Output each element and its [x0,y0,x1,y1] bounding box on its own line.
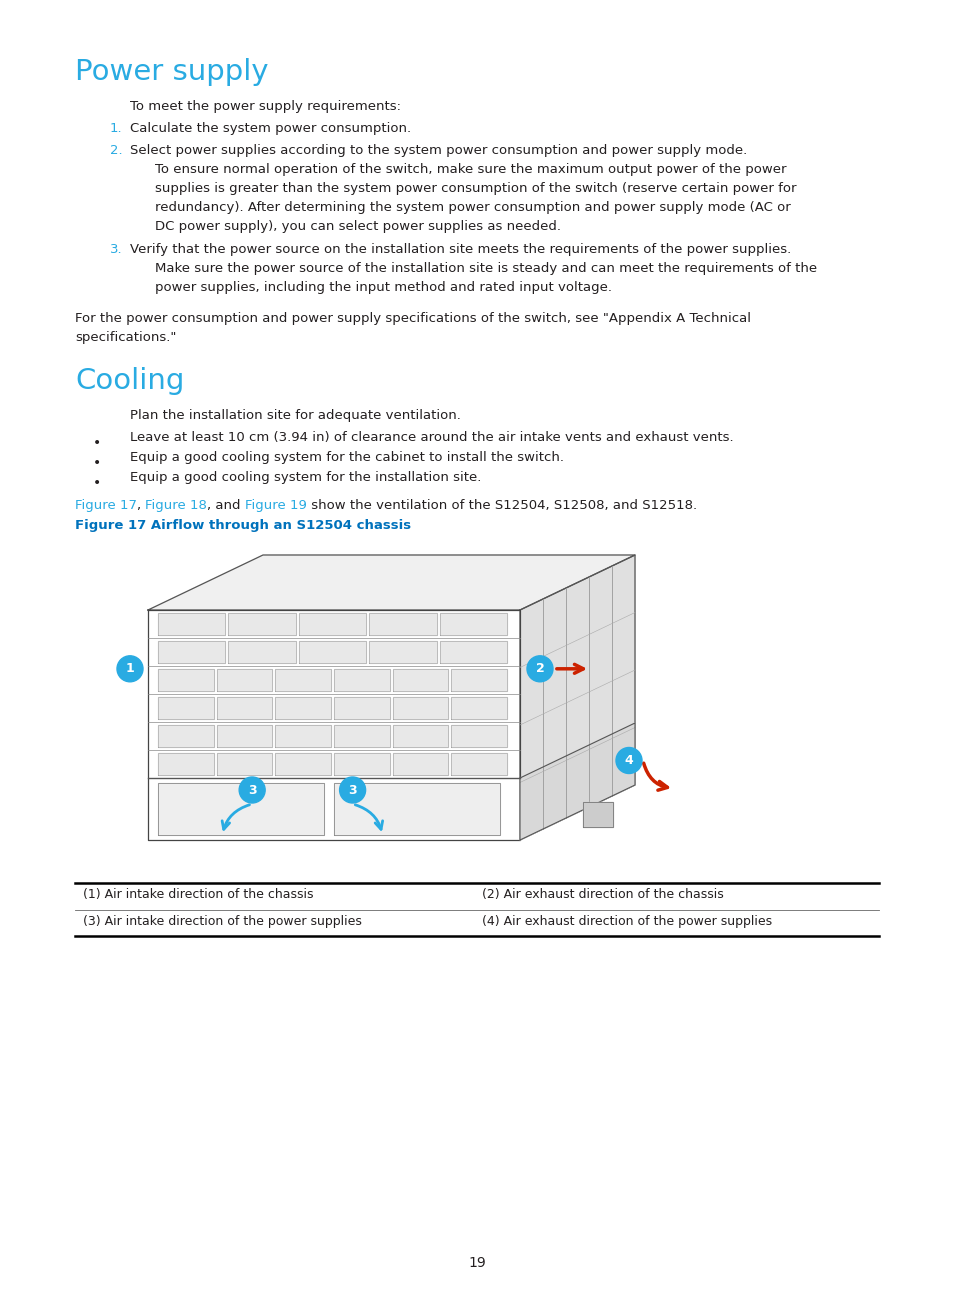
Text: ,: , [137,499,145,512]
Text: (4) Air exhaust direction of the power supplies: (4) Air exhaust direction of the power s… [481,915,771,928]
Polygon shape [148,610,519,840]
Polygon shape [519,723,635,840]
Text: 3: 3 [348,784,356,797]
Text: Select power supplies according to the system power consumption and power supply: Select power supplies according to the s… [130,144,746,157]
Bar [334,724,389,746]
Text: Leave at least 10 cm (3.94 in) of clearance around the air intake vents and exha: Leave at least 10 cm (3.94 in) of cleara… [130,432,733,445]
Bar [216,697,272,719]
Text: For the power consumption and power supply specifications of the switch, see "Ap: For the power consumption and power supp… [75,312,750,325]
Bar [158,642,225,664]
Bar [216,753,272,775]
Bar [275,697,331,719]
Text: •: • [92,476,101,490]
Bar [369,613,436,635]
Text: supplies is greater than the system power consumption of the switch (reserve cer: supplies is greater than the system powe… [154,181,796,194]
Circle shape [339,778,365,804]
Text: 2.: 2. [110,144,123,157]
Text: Make sure the power source of the installation site is steady and can meet the r: Make sure the power source of the instal… [154,262,817,275]
Text: Figure 17 Airflow through an S12504 chassis: Figure 17 Airflow through an S12504 chas… [75,518,411,531]
Bar [158,783,324,835]
Bar [298,642,366,664]
Bar [369,642,436,664]
Text: 3.: 3. [110,244,123,257]
Bar [158,697,213,719]
Bar [275,669,331,691]
Circle shape [117,656,143,682]
Bar [439,613,506,635]
Circle shape [239,778,265,804]
Bar [393,669,448,691]
Text: 4: 4 [624,754,633,767]
Text: redundancy). After determining the system power consumption and power supply mod: redundancy). After determining the syste… [154,201,790,214]
Text: 1.: 1. [110,122,123,135]
Polygon shape [519,555,635,840]
Text: show the ventilation of the S12504, S12508, and S12518.: show the ventilation of the S12504, S125… [307,499,697,512]
Text: Verify that the power source on the installation site meets the requirements of : Verify that the power source on the inst… [130,244,790,257]
Text: Equip a good cooling system for the cabinet to install the switch.: Equip a good cooling system for the cabi… [130,451,563,464]
Bar [334,669,389,691]
Bar [228,642,295,664]
Text: To ensure normal operation of the switch, make sure the maximum output power of : To ensure normal operation of the switch… [154,163,785,176]
Polygon shape [148,555,635,610]
Text: 2: 2 [535,662,544,675]
Text: Plan the installation site for adequate ventilation.: Plan the installation site for adequate … [130,410,460,422]
Bar [158,669,213,691]
Bar [228,613,295,635]
Circle shape [616,748,641,774]
Bar [158,724,213,746]
Bar [334,697,389,719]
Bar [275,753,331,775]
Bar [393,753,448,775]
Bar [298,613,366,635]
Text: •: • [92,456,101,470]
Circle shape [526,656,553,682]
Text: Figure 17: Figure 17 [75,499,137,512]
Bar [216,669,272,691]
Text: 19: 19 [468,1256,485,1270]
Bar [334,783,499,835]
Bar [582,801,613,827]
Text: 3: 3 [248,784,256,797]
Text: Power supply: Power supply [75,58,269,86]
Bar [451,697,506,719]
Text: (1) Air intake direction of the chassis: (1) Air intake direction of the chassis [83,888,314,901]
Bar [158,613,225,635]
Text: •: • [92,435,101,450]
Bar [439,642,506,664]
Text: Figure 19: Figure 19 [245,499,307,512]
Text: Cooling: Cooling [75,367,184,395]
Bar [216,724,272,746]
Text: , and: , and [207,499,245,512]
Text: To meet the power supply requirements:: To meet the power supply requirements: [130,100,400,113]
Text: (2) Air exhaust direction of the chassis: (2) Air exhaust direction of the chassis [481,888,723,901]
Bar [393,697,448,719]
Text: power supplies, including the input method and rated input voltage.: power supplies, including the input meth… [154,281,612,294]
Bar [451,753,506,775]
Bar [393,724,448,746]
Bar [451,724,506,746]
Text: Calculate the system power consumption.: Calculate the system power consumption. [130,122,411,135]
Text: Equip a good cooling system for the installation site.: Equip a good cooling system for the inst… [130,470,481,483]
Text: Figure 18: Figure 18 [145,499,207,512]
Bar [158,753,213,775]
Text: 1: 1 [126,662,134,675]
Text: specifications.": specifications." [75,330,176,343]
Text: (3) Air intake direction of the power supplies: (3) Air intake direction of the power su… [83,915,361,928]
Bar [451,669,506,691]
Bar [334,753,389,775]
Text: DC power supply), you can select power supplies as needed.: DC power supply), you can select power s… [154,220,560,233]
Bar [275,724,331,746]
